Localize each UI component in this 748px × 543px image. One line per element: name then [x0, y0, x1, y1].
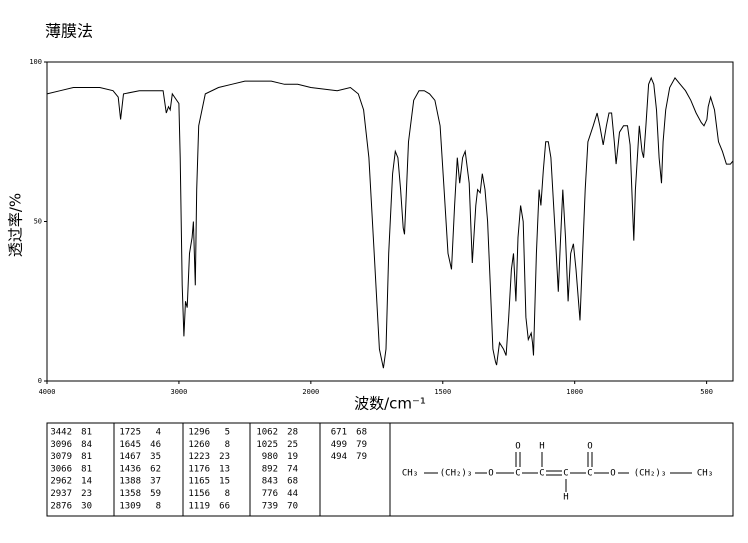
peak-wavenumber: 1176 — [188, 464, 210, 474]
structure-atom: H — [563, 493, 568, 503]
peak-wavenumber: 1296 — [188, 428, 210, 438]
peak-transmittance: 79 — [356, 440, 367, 450]
peak-transmittance: 81 — [81, 452, 92, 462]
peak-wavenumber: 1025 — [256, 440, 278, 450]
peak-wavenumber: 1388 — [119, 477, 141, 487]
peak-transmittance: 28 — [287, 428, 298, 438]
peak-wavenumber: 1062 — [256, 428, 278, 438]
structure-atom: C — [539, 469, 544, 479]
spectrum-line — [46, 76, 734, 369]
peak-table — [46, 422, 734, 517]
peak-wavenumber: 1725 — [119, 428, 141, 438]
peak-wavenumber: 1260 — [188, 440, 210, 450]
structure-atom: C — [515, 469, 520, 479]
peak-transmittance: 19 — [287, 452, 298, 462]
peak-wavenumber: 980 — [262, 452, 278, 462]
x-axis-label: 波数/cm⁻¹ — [354, 395, 426, 413]
y-axis-label: 透过率/% — [7, 193, 25, 257]
peak-wavenumber: 1436 — [119, 464, 141, 474]
peak-transmittance: 8 — [225, 440, 230, 450]
x-tick-label: 2000 — [302, 388, 319, 396]
peak-wavenumber: 494 — [331, 452, 347, 462]
peak-wavenumber: 3066 — [50, 464, 72, 474]
peak-transmittance: 30 — [81, 501, 92, 511]
peak-transmittance: 8 — [156, 501, 161, 511]
structure-atom: (CH₂)₃ — [440, 469, 473, 479]
y-tick-label: 0 — [38, 377, 42, 385]
structure-atom: C — [563, 469, 568, 479]
x-tick-label: 1500 — [434, 388, 451, 396]
structure-atom: O — [515, 442, 520, 452]
peak-wavenumber: 1156 — [188, 489, 210, 499]
peak-transmittance: 13 — [219, 464, 230, 474]
peak-wavenumber: 2937 — [50, 489, 72, 499]
peak-wavenumber: 499 — [331, 440, 347, 450]
peak-transmittance: 25 — [287, 440, 298, 450]
peak-wavenumber: 776 — [262, 489, 278, 499]
peak-wavenumber: 1309 — [119, 501, 141, 511]
peak-transmittance: 5 — [225, 428, 230, 438]
peak-wavenumber: 2962 — [50, 477, 72, 487]
peak-transmittance: 66 — [219, 501, 230, 511]
structure-atom: CH₃ — [402, 469, 418, 479]
peak-transmittance: 68 — [287, 477, 298, 487]
peak-transmittance: 23 — [219, 452, 230, 462]
chart-title: 薄膜法 — [45, 22, 93, 41]
peak-transmittance: 68 — [356, 428, 367, 438]
peak-wavenumber: 1119 — [188, 501, 210, 511]
peak-transmittance: 79 — [356, 452, 367, 462]
peak-transmittance: 70 — [287, 501, 298, 511]
peak-wavenumber: 1223 — [188, 452, 210, 462]
peak-wavenumber: 1358 — [119, 489, 141, 499]
peak-wavenumber: 671 — [331, 428, 347, 438]
x-tick-label: 3000 — [170, 388, 187, 396]
peak-transmittance: 35 — [150, 452, 161, 462]
peak-wavenumber: 1645 — [119, 440, 141, 450]
peak-transmittance: 74 — [287, 464, 298, 474]
peak-transmittance: 81 — [81, 428, 92, 438]
peak-transmittance: 84 — [81, 440, 92, 450]
peak-transmittance: 4 — [156, 428, 161, 438]
peak-transmittance: 37 — [150, 477, 161, 487]
structure-bonds — [424, 452, 692, 492]
x-tick-label: 500 — [700, 388, 713, 396]
structure-atom: O — [587, 442, 592, 452]
peak-wavenumber: 1467 — [119, 452, 141, 462]
peak-wavenumber: 2876 — [50, 501, 72, 511]
peak-transmittance: 44 — [287, 489, 298, 499]
structure-atom: CH₃ — [697, 469, 713, 479]
peak-wavenumber: 892 — [262, 464, 278, 474]
x-tick-label: 4000 — [39, 388, 56, 396]
peak-wavenumber: 739 — [262, 501, 278, 511]
peak-transmittance: 81 — [81, 464, 92, 474]
structure-atom: C — [587, 469, 592, 479]
peak-transmittance: 46 — [150, 440, 161, 450]
peak-transmittance: 8 — [225, 489, 230, 499]
peak-transmittance: 62 — [150, 464, 161, 474]
x-tick-label: 1000 — [566, 388, 583, 396]
peak-wavenumber: 3442 — [50, 428, 72, 438]
structure-atom: (CH₂)₃ — [634, 469, 667, 479]
peak-wavenumber: 1165 — [188, 477, 210, 487]
peak-transmittance: 23 — [81, 489, 92, 499]
peak-wavenumber: 3079 — [50, 452, 72, 462]
peak-wavenumber: 843 — [262, 477, 278, 487]
structure-atom: O — [488, 469, 493, 479]
y-tick-label: 100 — [29, 58, 42, 66]
y-tick-label: 50 — [34, 218, 42, 226]
peak-wavenumber: 3096 — [50, 440, 72, 450]
structure-atom: H — [539, 442, 544, 452]
peak-transmittance: 59 — [150, 489, 161, 499]
structure-atom: O — [610, 469, 615, 479]
peak-transmittance: 14 — [81, 477, 92, 487]
peak-transmittance: 15 — [219, 477, 230, 487]
